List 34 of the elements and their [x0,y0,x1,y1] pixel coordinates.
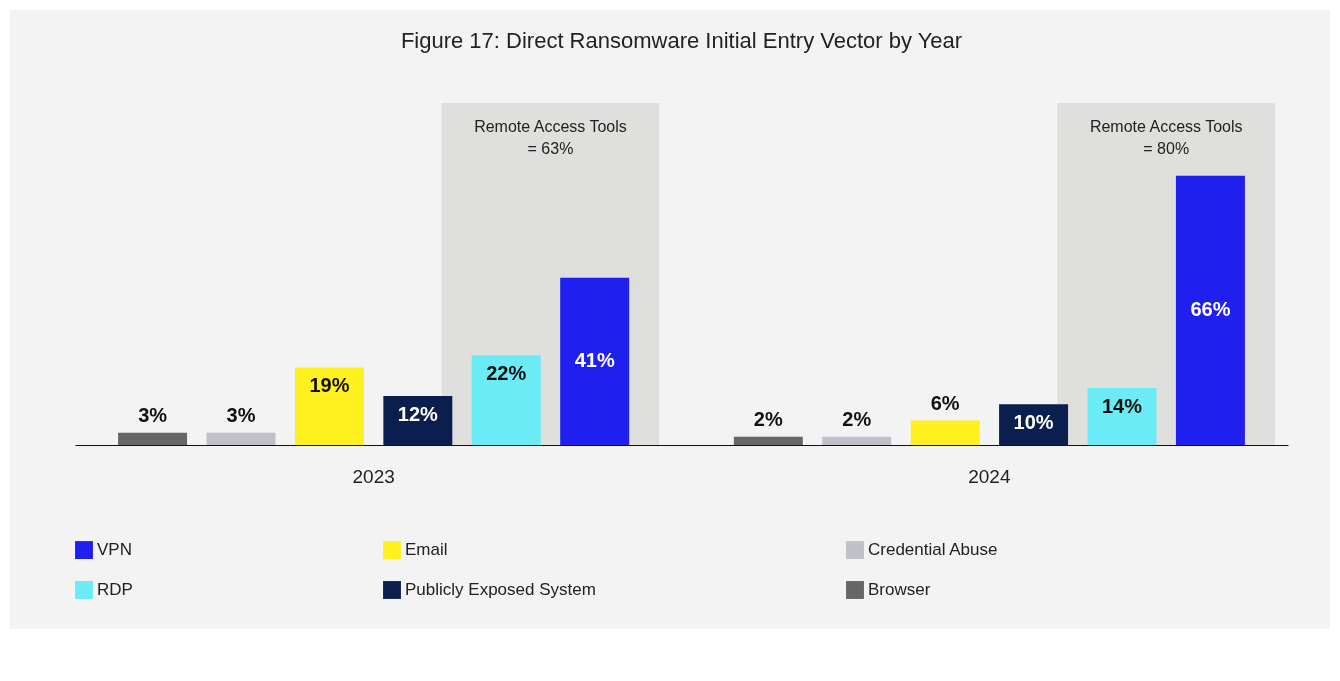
legend-label: VPN [97,540,132,560]
data-label: 3% [226,403,256,426]
legend-label: Email [405,540,448,560]
data-label: 6% [930,391,960,414]
x-tick-label: 2024 [968,465,1011,487]
band-label: Remote Access Tools = 80% [1089,118,1243,157]
bar [118,432,188,445]
data-label: 10% [1013,411,1054,434]
legend-label: Browser [868,580,931,599]
legend-label: Credential Abuse [868,540,998,560]
data-label: 14% [1101,394,1143,417]
chart-title: Figure 17: Direct Ransomware Initial Entry Vector by Year [400,28,963,53]
data-label: 41% [574,349,615,372]
bar [1087,387,1157,445]
bar [822,436,892,445]
data-label: 22% [486,362,527,385]
bar [1175,175,1245,445]
band-label: Remote Access Tools = 63% [474,118,627,157]
data-label: 2% [842,407,872,430]
data-label: 3% [138,403,168,426]
legend-label: Publicly Exposed System [405,580,596,599]
bar [383,396,453,445]
bar [206,432,276,445]
bar [471,355,541,445]
bar [294,367,364,445]
bar [733,436,803,445]
bar [560,277,630,445]
data-label: 19% [309,374,350,397]
data-label: 66% [1190,298,1231,321]
data-label: 2% [753,407,783,430]
legend-label: RDP [97,580,133,599]
x-tick-label: 2023 [352,465,395,487]
data-label: 12% [397,403,439,426]
bar [910,420,980,445]
